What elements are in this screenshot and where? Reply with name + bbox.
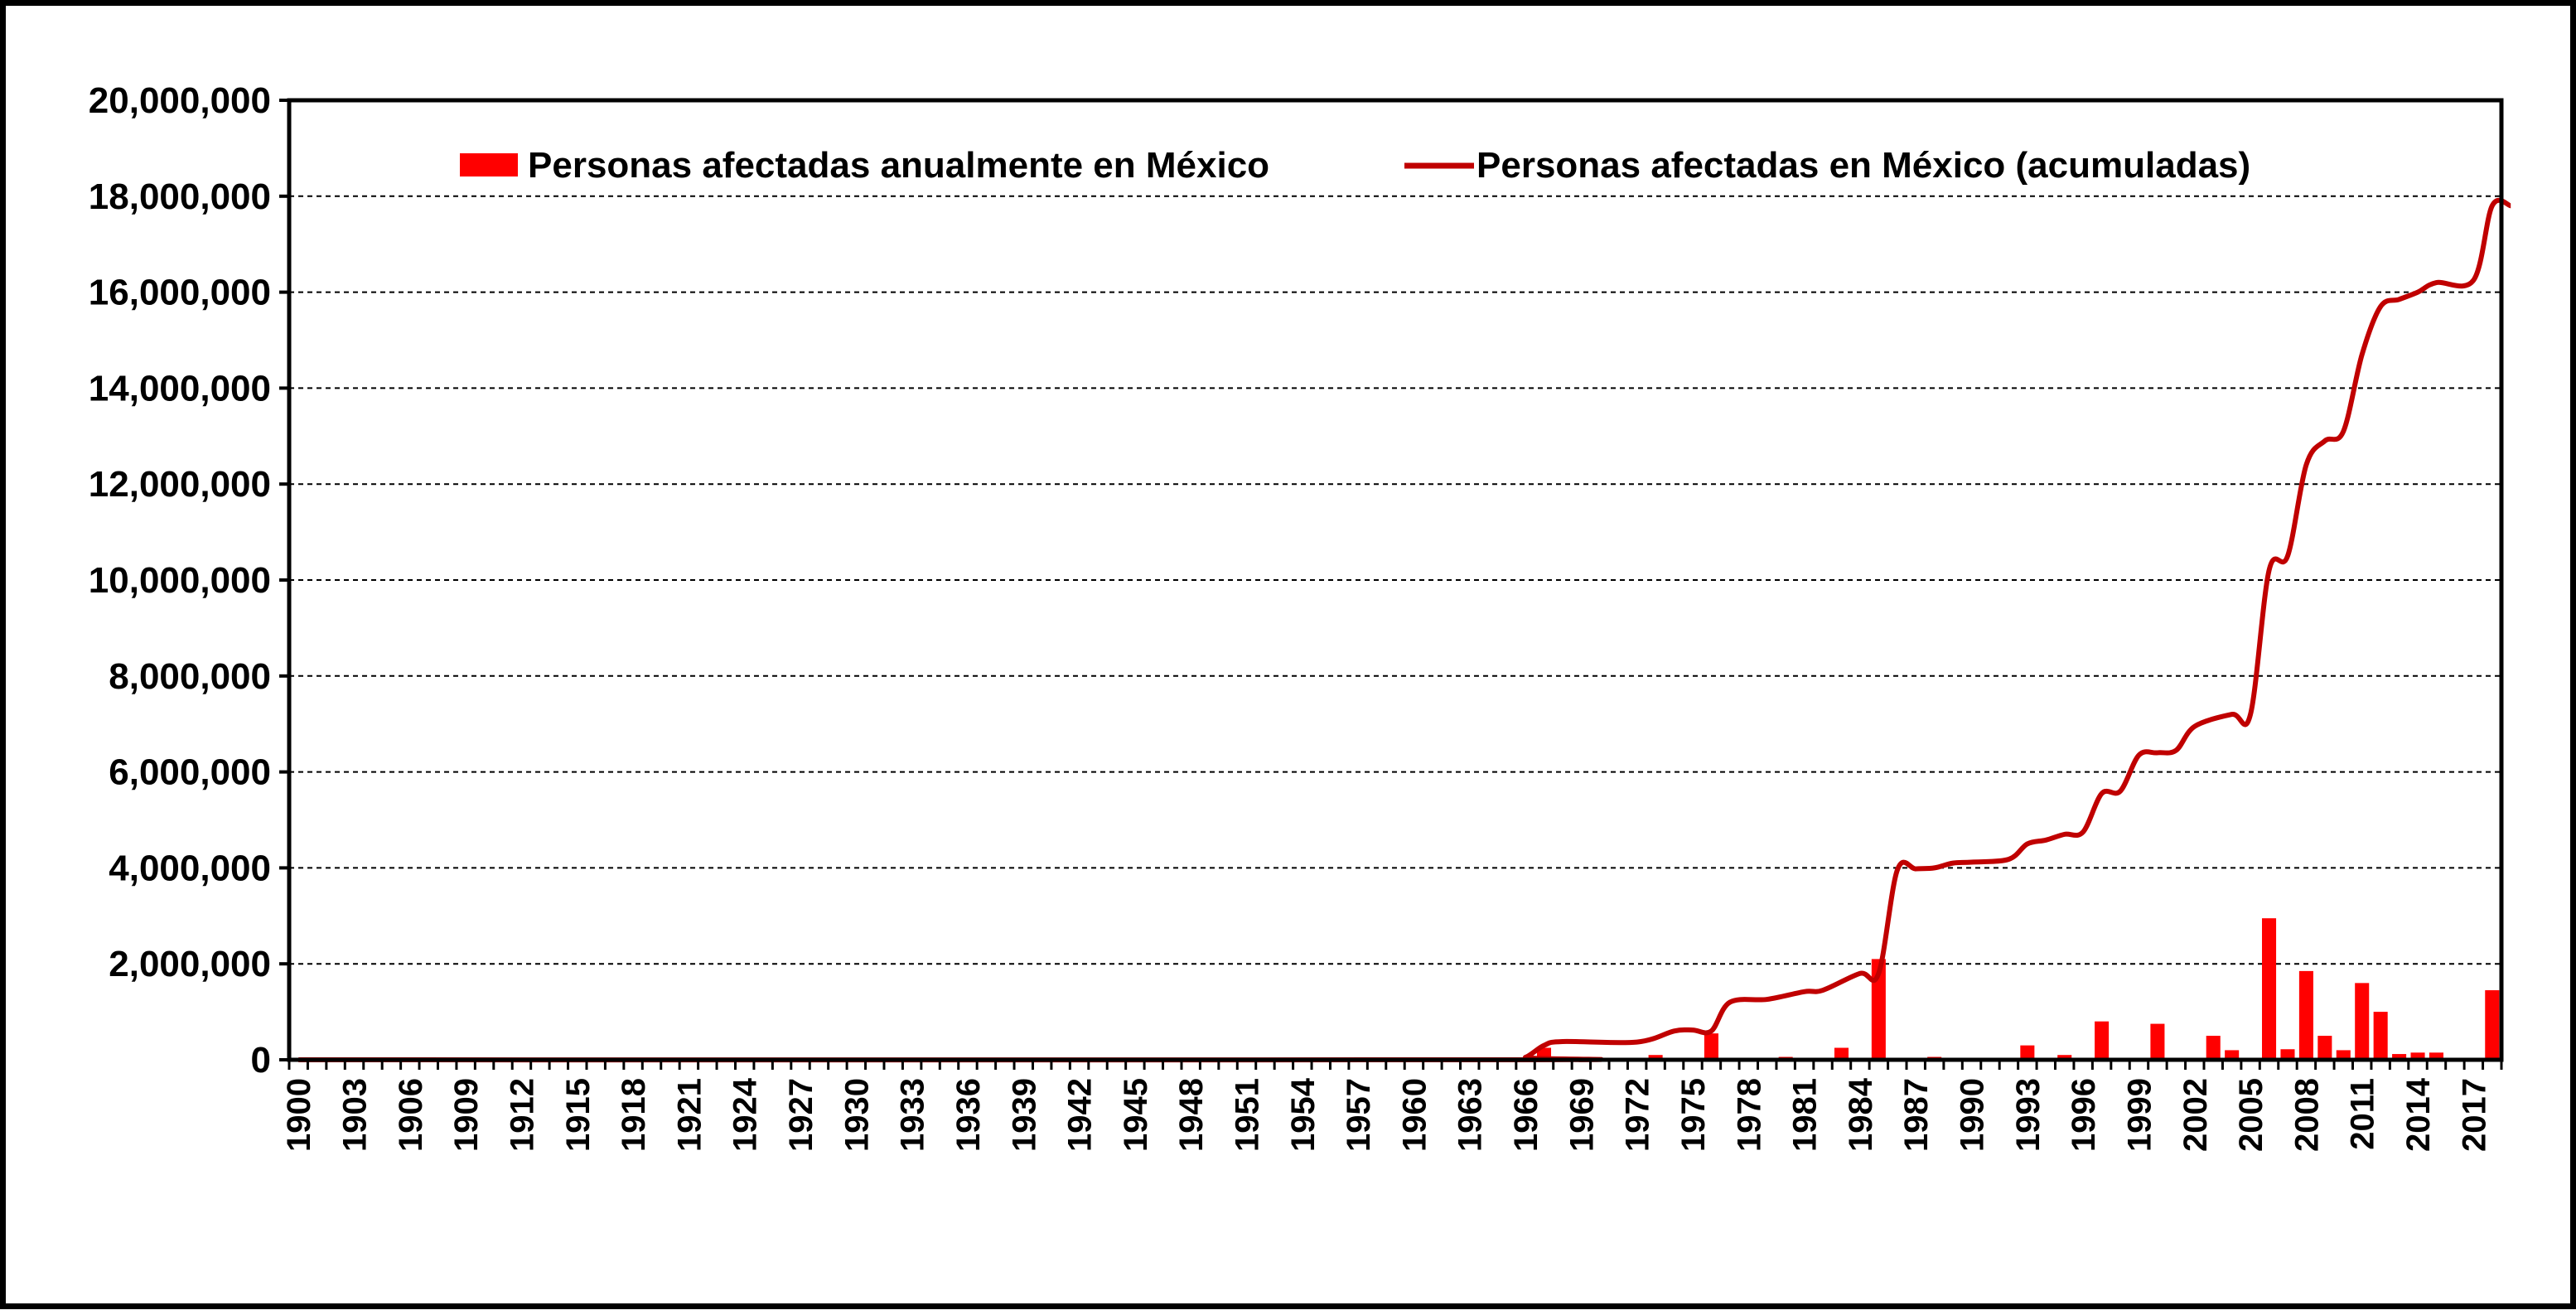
bar-1985 — [1871, 959, 1886, 1060]
bar-2014 — [2410, 1052, 2425, 1060]
x-tick-label: 1948 — [1173, 1078, 1210, 1152]
y-tick-label: 18,000,000 — [89, 176, 271, 217]
bar-2006 — [2262, 918, 2277, 1060]
y-tick-label: 2,000,000 — [109, 944, 271, 984]
x-tick-label: 1900 — [281, 1078, 317, 1152]
y-tick-label: 0 — [251, 1040, 271, 1081]
y-tick-label: 10,000,000 — [89, 560, 271, 601]
bar-2007 — [2280, 1049, 2295, 1060]
x-tick-label: 2005 — [2233, 1078, 2269, 1152]
x-tick-label: 1984 — [1843, 1077, 1879, 1152]
x-tick-label: 1945 — [1118, 1078, 1154, 1152]
x-tick-label: 1915 — [560, 1078, 597, 1152]
x-tick-label: 2011 — [2345, 1078, 2381, 1150]
x-tick-label: 1969 — [1563, 1078, 1600, 1152]
bar-2010 — [2336, 1050, 2351, 1060]
x-tick-label: 1912 — [504, 1078, 540, 1152]
x-tick-label: 1939 — [1006, 1078, 1042, 1152]
x-axis: 1900 1903 1906 1909 1912 1915 1918 1921 1924 1927… — [281, 1060, 2503, 1152]
x-tick-label: 1972 — [1620, 1078, 1656, 1152]
bar-1976 — [1704, 1033, 1718, 1060]
y-tick-label: 6,000,000 — [109, 752, 271, 793]
bar-2008 — [2298, 970, 2313, 1060]
y-tick-label: 8,000,000 — [109, 656, 271, 697]
x-tick-label: 2008 — [2288, 1078, 2325, 1152]
y-tick-label: 12,000,000 — [89, 464, 271, 505]
x-tick-label: 1957 — [1341, 1078, 1377, 1152]
x-tick-label: 1927 — [783, 1078, 819, 1152]
bar-2003 — [2206, 1036, 2221, 1060]
legend-bar-label: Personas afectadas anualmente en México — [528, 145, 1269, 186]
x-tick-label: 1978 — [1731, 1078, 1767, 1152]
x-tick-label: 1906 — [393, 1078, 429, 1152]
chart: 0 2,000,000 4,000,000 6,000,000 8,000,000 10,… — [89, 80, 2512, 1152]
bar-2018 — [2485, 990, 2500, 1060]
bar-2004 — [2225, 1050, 2240, 1060]
y-tick-label: 14,000,000 — [89, 368, 271, 409]
x-tick-label: 1903 — [337, 1078, 374, 1152]
x-tick-label: 1963 — [1452, 1078, 1489, 1152]
bar-1993 — [2020, 1045, 2035, 1060]
x-tick-label: 1999 — [2121, 1078, 2158, 1152]
gridlines — [289, 195, 2501, 965]
bar-2013 — [2392, 1054, 2407, 1060]
x-tick-label: 1966 — [1508, 1078, 1544, 1152]
x-tick-label: 1933 — [895, 1078, 931, 1152]
x-tick-label: 1918 — [616, 1078, 652, 1152]
x-tick-label: 1942 — [1062, 1078, 1099, 1152]
x-tick-label: 1951 — [1230, 1078, 1266, 1152]
x-tick-label: 1921 — [671, 1078, 708, 1152]
bar-series — [1518, 918, 2500, 1060]
x-tick-label: 1993 — [2010, 1078, 2047, 1152]
x-tick-label: 1954 — [1285, 1077, 1322, 1152]
x-tick-label: 2002 — [2177, 1078, 2214, 1152]
bar-2015 — [2429, 1052, 2443, 1060]
x-tick-label: 2014 — [2400, 1077, 2437, 1152]
bar-1973 — [1648, 1055, 1663, 1060]
legend-bar-swatch — [460, 153, 518, 176]
y-tick-label: 20,000,000 — [89, 80, 271, 121]
bar-2012 — [2373, 1012, 2388, 1060]
bar-2011 — [2355, 983, 2370, 1060]
x-tick-label: 1981 — [1787, 1078, 1824, 1152]
legend-line-label: Personas afectadas en México (acumuladas… — [1476, 145, 2250, 186]
x-tick-label: 1936 — [950, 1078, 987, 1152]
cumulative-line — [298, 197, 2512, 1063]
legend: Personas afectadas anualmente en México … — [460, 145, 2250, 186]
x-tick-label: 1960 — [1396, 1078, 1433, 1152]
bar-1995 — [2057, 1055, 2072, 1060]
x-tick-label: 1987 — [1898, 1078, 1935, 1152]
y-tick-label: 16,000,000 — [89, 273, 271, 313]
x-tick-label: 2017 — [2456, 1078, 2492, 1152]
y-tick-label: 4,000,000 — [109, 848, 271, 888]
bar-1983 — [1834, 1047, 1849, 1060]
x-tick-label: 1975 — [1675, 1078, 1712, 1152]
x-tick-label: 1990 — [1955, 1078, 1991, 1152]
x-tick-label: 1930 — [839, 1078, 875, 1152]
x-tick-label: 1909 — [448, 1078, 485, 1152]
bar-1997 — [2095, 1021, 2110, 1060]
bar-2009 — [2317, 1036, 2332, 1060]
bar-2000 — [2150, 1023, 2165, 1060]
x-tick-label: 1924 — [727, 1077, 764, 1152]
y-axis: 0 2,000,000 4,000,000 6,000,000 8,000,000 10,… — [89, 80, 289, 1081]
x-tick-label: 1996 — [2066, 1078, 2102, 1152]
